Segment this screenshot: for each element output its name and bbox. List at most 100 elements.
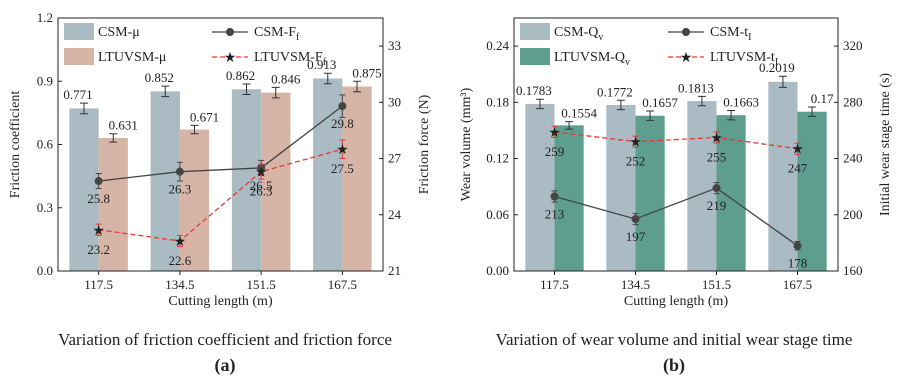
bar-s1-1 <box>606 104 636 272</box>
y2-tick-label: 200 <box>843 207 863 222</box>
bar-data-label: 0.1772 <box>597 84 633 99</box>
bar-s1-0 <box>525 103 555 271</box>
line-data-label: 23.2 <box>87 242 110 257</box>
line-s1 <box>554 187 798 247</box>
bar-s2-3 <box>342 86 372 271</box>
bar-data-label: 0.671 <box>190 109 219 124</box>
line-point-0-1 <box>631 214 640 223</box>
y2-tick-label: 240 <box>843 151 863 166</box>
x-axis-label: Cutting length (m) <box>624 294 729 309</box>
legend-swatch <box>64 23 94 40</box>
line-s2 <box>98 148 343 242</box>
bar-data-label: 0.771 <box>63 87 92 102</box>
bar-error-0-3 <box>778 75 787 88</box>
line-point-1-1: ★ <box>174 235 187 250</box>
legend-swatch <box>520 23 550 40</box>
y2-tick-label: 280 <box>843 94 863 109</box>
y-axis-label: Friction coefficient <box>8 91 23 199</box>
line-data-label: 178 <box>788 256 808 271</box>
line-data-label: 213 <box>545 207 565 222</box>
line-data-label: 22.6 <box>169 253 192 268</box>
bar-s2-1 <box>635 115 665 271</box>
y-tick-label: 0.12 <box>486 151 509 166</box>
line-point-1-3: ★ <box>791 143 804 158</box>
line-data-label: 247 <box>788 161 808 176</box>
plot-frame <box>513 17 839 272</box>
line-data-label: 252 <box>626 154 646 169</box>
bar-error-1-2 <box>727 109 736 121</box>
bar-s1-2 <box>687 101 717 271</box>
bar-error-0-2 <box>242 83 251 96</box>
bar-s1-3 <box>768 81 798 271</box>
bar-s2-1 <box>179 129 210 271</box>
line-point-0-2 <box>712 184 721 193</box>
panel-tag-b: (b) <box>663 355 685 375</box>
bar-data-label: 0.1657 <box>642 95 678 110</box>
caption-b: Variation of wear volume and initial wea… <box>495 330 853 349</box>
x-tick-label: 134.5 <box>165 277 194 292</box>
bar-error-0-0 <box>535 98 544 110</box>
bar-data-label: 0.875 <box>352 65 381 80</box>
bar-s2-0 <box>98 137 128 271</box>
y-tick-label: 0.9 <box>37 73 53 88</box>
legend-label: LTUVSM-tI <box>710 50 778 68</box>
line-error-1-2 <box>713 131 720 144</box>
y-tick-label: 0.24 <box>486 38 509 53</box>
chart-a: 0.771 0.852 0.862 0.913 0.631 0.671 0.846 0.875… <box>8 10 432 309</box>
bar-error-1-1 <box>190 124 199 135</box>
legend-marker: ★ <box>224 51 237 66</box>
line-point-0-1 <box>175 167 184 176</box>
line-data-label: 27.5 <box>331 161 354 176</box>
bar-data-label: 0.1783 <box>516 83 552 98</box>
bar-s2-2 <box>261 92 291 271</box>
bar-data-label: 0.1663 <box>723 94 759 109</box>
line-error-1-3 <box>339 139 346 160</box>
line-point-1-2: ★ <box>710 131 723 146</box>
caption-a: Variation of friction coefficient and fr… <box>58 330 392 349</box>
bar-s2-3 <box>797 111 827 271</box>
bar-error-0-0 <box>80 102 88 115</box>
line-point-1-0: ★ <box>548 126 561 141</box>
line-error-1-3 <box>794 142 801 155</box>
y2-tick-label: 24 <box>388 207 402 222</box>
x-tick-label: 134.5 <box>621 277 650 292</box>
y-tick-label: 0.0 <box>37 263 53 278</box>
legend-swatch <box>64 48 94 65</box>
bar-error-1-3 <box>353 80 361 93</box>
bar-data-label: 0.862 <box>226 68 255 83</box>
line-data-label: 26.5 <box>250 178 273 193</box>
line-data-label: 26.3 <box>250 184 273 199</box>
line-s1 <box>98 105 343 182</box>
bar-error-1-3 <box>808 106 817 117</box>
bar-data-label: 0.852 <box>145 70 174 85</box>
x-tick-label: 151.5 <box>247 277 276 292</box>
bar-error-1-2 <box>271 86 280 99</box>
y2-axis-label: Friction force (N) <box>417 94 432 194</box>
bar-data-label: 0.17 <box>811 91 834 106</box>
legend-label: LTUVSM-Qv <box>554 50 630 68</box>
y-tick-label: 0.06 <box>486 207 509 222</box>
chart-b: 0.1783 0.1772 0.1813 0.2019 0.1554 0.1657 0.16… <box>459 17 893 309</box>
bar-error-0-2 <box>697 95 706 107</box>
bar-data-label: 0.631 <box>109 118 138 133</box>
x-tick-label: 117.5 <box>84 277 113 292</box>
y2-tick-label: 33 <box>388 38 401 53</box>
y-axis-label: Wear volume (mm³) <box>459 87 474 201</box>
y2-tick-label: 21 <box>388 263 401 278</box>
x-tick-label: 151.5 <box>702 277 731 292</box>
panel-tag-a: (a) <box>214 355 236 375</box>
x-tick-label: 117.5 <box>540 277 569 292</box>
bar-data-label: 0.2019 <box>759 60 795 75</box>
bar-error-0-1 <box>616 99 625 111</box>
y-tick-label: 0.3 <box>37 200 53 215</box>
line-point-0-0 <box>94 177 103 186</box>
y-tick-label: 0.00 <box>486 263 509 278</box>
y-tick-label: 0.18 <box>486 94 509 109</box>
line-error-1-2 <box>258 163 265 180</box>
bar-data-label: 0.913 <box>307 57 336 72</box>
line-point-1-1: ★ <box>629 136 642 151</box>
x-axis-label: Cutting length (m) <box>168 294 273 309</box>
bar-error-1-0 <box>565 121 574 130</box>
legend-label: CSM-Qv <box>554 25 603 43</box>
y2-axis-label: Initial wear stage time (s) <box>878 73 893 216</box>
